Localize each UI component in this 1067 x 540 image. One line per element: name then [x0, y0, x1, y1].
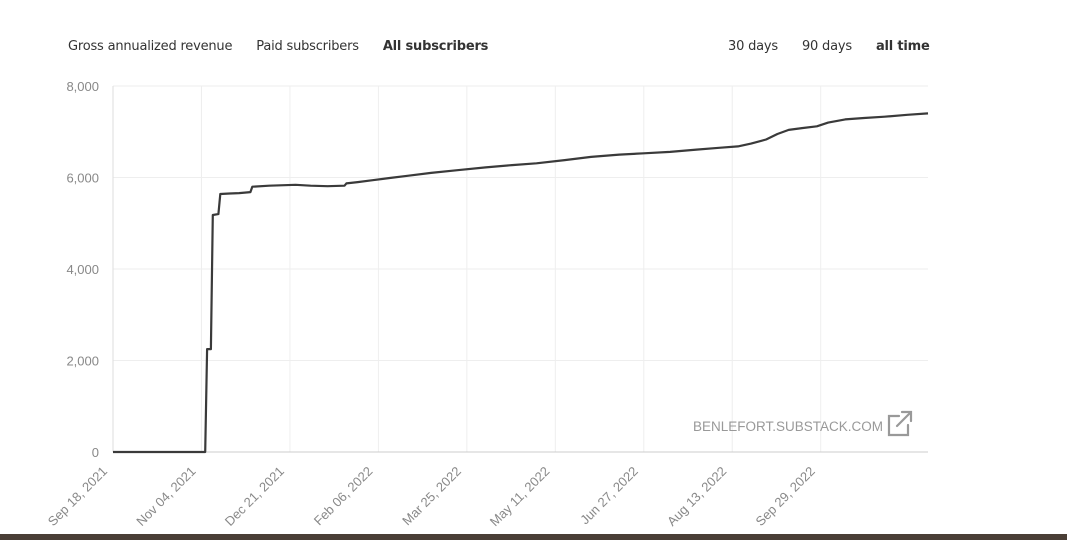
tab-30-days[interactable]: 30 days — [728, 39, 778, 54]
tab-gross-annualized-revenue[interactable]: Gross annualized revenue — [68, 39, 233, 54]
x-tick-label: May 11, 2022 — [487, 464, 553, 530]
y-tick-label: 0 — [92, 445, 99, 460]
x-tick-label: Aug 13, 2022 — [664, 464, 729, 529]
x-tick-label: Dec 21, 2021 — [222, 464, 287, 529]
x-tick-label: Sep 29, 2022 — [753, 464, 818, 529]
bottom-bar — [0, 534, 1067, 540]
metric-tabs: Gross annualized revenue Paid subscriber… — [68, 39, 488, 54]
series-layer — [113, 112, 929, 454]
axes — [112, 86, 928, 453]
tick-labels: 0 2,000 4,000 6,000 8,000 Sep 18, 2021 Nov 04,… — [45, 79, 818, 529]
tab-90-days[interactable]: 90 days — [801, 39, 852, 54]
x-tick-label: Mar 25, 2022 — [399, 464, 464, 529]
series-line — [113, 112, 929, 454]
external-link-icon[interactable] — [887, 410, 913, 437]
tab-all-subscribers[interactable]: All subscribers — [382, 39, 489, 54]
watermark-text: BENLEFORT.SUBSTACK.COM — [693, 419, 883, 434]
grid-lines — [112, 85, 928, 452]
x-tick-label: Sep 18, 2021 — [45, 464, 110, 529]
tab-paid-subscribers[interactable]: Paid subscribers — [256, 39, 359, 54]
y-tick-label: 8,000 — [66, 79, 99, 94]
y-tick-label: 4,000 — [66, 262, 99, 277]
x-tick-label: Jun 27, 2022 — [577, 464, 641, 528]
watermark[interactable]: BENLEFORT.SUBSTACK.COM — [693, 410, 913, 437]
x-tick-label: Feb 06, 2022 — [311, 464, 376, 529]
tab-all-time[interactable]: all time — [875, 39, 930, 54]
range-tabs: 30 days 90 days all time — [728, 39, 930, 54]
y-tick-label: 2,000 — [66, 354, 99, 369]
x-tick-label: Nov 04, 2021 — [133, 464, 198, 529]
y-tick-label: 6,000 — [66, 171, 99, 186]
